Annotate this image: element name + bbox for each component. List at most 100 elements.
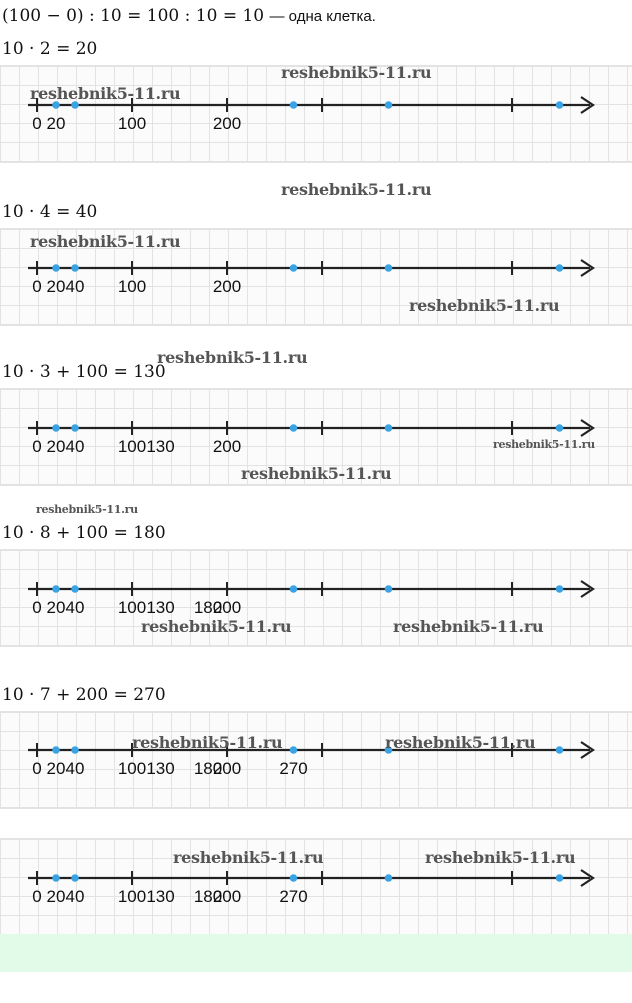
axis-label: 100 — [118, 598, 146, 617]
grid-panel-4: 0 20 40 100 130 180 200 — [0, 549, 632, 647]
axis-point — [52, 264, 60, 272]
watermark: reshebnik5-11.ru — [157, 348, 308, 367]
axis-point — [555, 746, 564, 754]
axis-arrow-icon — [580, 580, 595, 598]
axis-label: 20 — [47, 598, 66, 617]
number-line-2: 0 20 40 100 200 — [28, 259, 595, 296]
axis-label: 200 — [213, 887, 241, 906]
watermark: reshebnik5-11.ru — [132, 733, 283, 752]
axis-point — [71, 101, 79, 109]
watermark: reshebnik5-11.ru — [241, 464, 392, 483]
axis-label: 180 — [194, 598, 222, 617]
bottom-panel — [0, 934, 632, 972]
axis-point — [52, 101, 60, 109]
axis-label: 40 — [66, 598, 85, 617]
axis-arrow-icon — [580, 419, 595, 437]
axis-label: 270 — [279, 887, 307, 906]
axis-label: 130 — [146, 759, 174, 778]
grid-panel-6: 0 20 40 100 130 180 200 270 — [0, 838, 632, 936]
axis-point — [71, 264, 79, 272]
axis-point — [384, 874, 393, 882]
axis-point — [52, 424, 60, 432]
watermark: reshebnik5-11.ru — [493, 438, 595, 451]
axis-label: 130 — [146, 887, 174, 906]
watermark: reshebnik5-11.ru — [385, 733, 536, 752]
axis-label: 20 — [47, 114, 66, 133]
axis-label: 0 — [32, 887, 41, 906]
equation-1: 10 · 2 = 20 — [2, 39, 98, 59]
axis-label: 20 — [47, 759, 66, 778]
axis-label: 20 — [47, 887, 66, 906]
axis-label: 100 — [118, 114, 146, 133]
equation-4: 10 · 8 + 100 = 180 — [2, 523, 166, 543]
axis-point — [71, 746, 79, 754]
axis-label: 100 — [118, 887, 146, 906]
axis-label: 40 — [66, 277, 85, 296]
axis-arrow-icon — [580, 259, 595, 277]
axis-label: 0 — [32, 598, 41, 617]
axis-label: 20 — [47, 277, 66, 296]
axis-point — [71, 874, 79, 882]
axis-point — [289, 264, 298, 272]
axis-point — [384, 585, 393, 593]
axis-label: 100 — [118, 759, 146, 778]
axis-label: 130 — [146, 598, 174, 617]
axis-arrow-icon — [580, 96, 595, 114]
axis-point — [289, 101, 298, 109]
watermark: reshebnik5-11.ru — [409, 296, 560, 315]
axis-label: 200 — [213, 759, 241, 778]
watermark: reshebnik5-11.ru — [281, 63, 432, 82]
number-line-3: 0 20 40 100 130 200 — [28, 419, 595, 456]
axis-point — [289, 585, 298, 593]
intro-line: (100 − 0) : 10 = 100 : 10 = 10 — одна кл… — [2, 6, 376, 27]
axis-point — [555, 874, 564, 882]
axis-label: 0 — [32, 759, 41, 778]
watermark: reshebnik5-11.ru — [173, 848, 324, 867]
axis-point — [555, 264, 564, 272]
equation-5: 10 · 7 + 200 = 270 — [2, 685, 166, 705]
axis-label: 100 — [118, 277, 146, 296]
intro-equation: (100 − 0) : 10 = 100 : 10 = 10 — [2, 6, 265, 26]
watermark: reshebnik5-11.ru — [393, 617, 544, 636]
axis-label: 40 — [66, 759, 85, 778]
watermark: reshebnik5-11.ru — [30, 84, 181, 103]
grid-panel-2: 0 20 40 100 200 — [0, 228, 632, 326]
axis-point — [384, 264, 393, 272]
axis-label: 130 — [146, 437, 174, 456]
axis-label: 40 — [66, 887, 85, 906]
axis-point — [52, 874, 60, 882]
grid-panel-5: 0 20 40 100 130 180 200 270 — [0, 711, 632, 809]
axis-point — [384, 101, 393, 109]
axis-label: 180 — [194, 759, 222, 778]
axis-label: 270 — [279, 759, 307, 778]
axis-label: 200 — [213, 437, 241, 456]
number-line-1: 0 20 100 200 — [28, 96, 595, 133]
axis-label: 200 — [213, 598, 241, 617]
axis-point — [289, 424, 298, 432]
axis-arrow-icon — [580, 741, 595, 759]
axis-arrow-icon — [580, 869, 595, 887]
watermark: reshebnik5-11.ru — [425, 848, 576, 867]
axis-point — [384, 424, 393, 432]
axis-point — [52, 585, 60, 593]
axis-label: 180 — [194, 887, 222, 906]
axis-label: 20 — [47, 437, 66, 456]
axis-point — [71, 585, 79, 593]
axis-label: 0 — [32, 277, 41, 296]
axis-point — [555, 101, 564, 109]
grid-panel-1: 0 20 100 200 — [0, 65, 632, 163]
watermark: reshebnik5-11.ru — [30, 232, 181, 251]
watermark: reshebnik5-11.ru — [36, 503, 138, 516]
intro-note: — одна клетка. — [269, 8, 376, 25]
watermark: reshebnik5-11.ru — [281, 180, 432, 199]
axis-point — [52, 746, 60, 754]
axis-label: 200 — [213, 277, 241, 296]
axis-label: 0 — [32, 437, 41, 456]
watermark: reshebnik5-11.ru — [141, 617, 292, 636]
axis-point — [71, 424, 79, 432]
axis-point — [289, 874, 298, 882]
equation-2: 10 · 4 = 40 — [2, 202, 98, 222]
